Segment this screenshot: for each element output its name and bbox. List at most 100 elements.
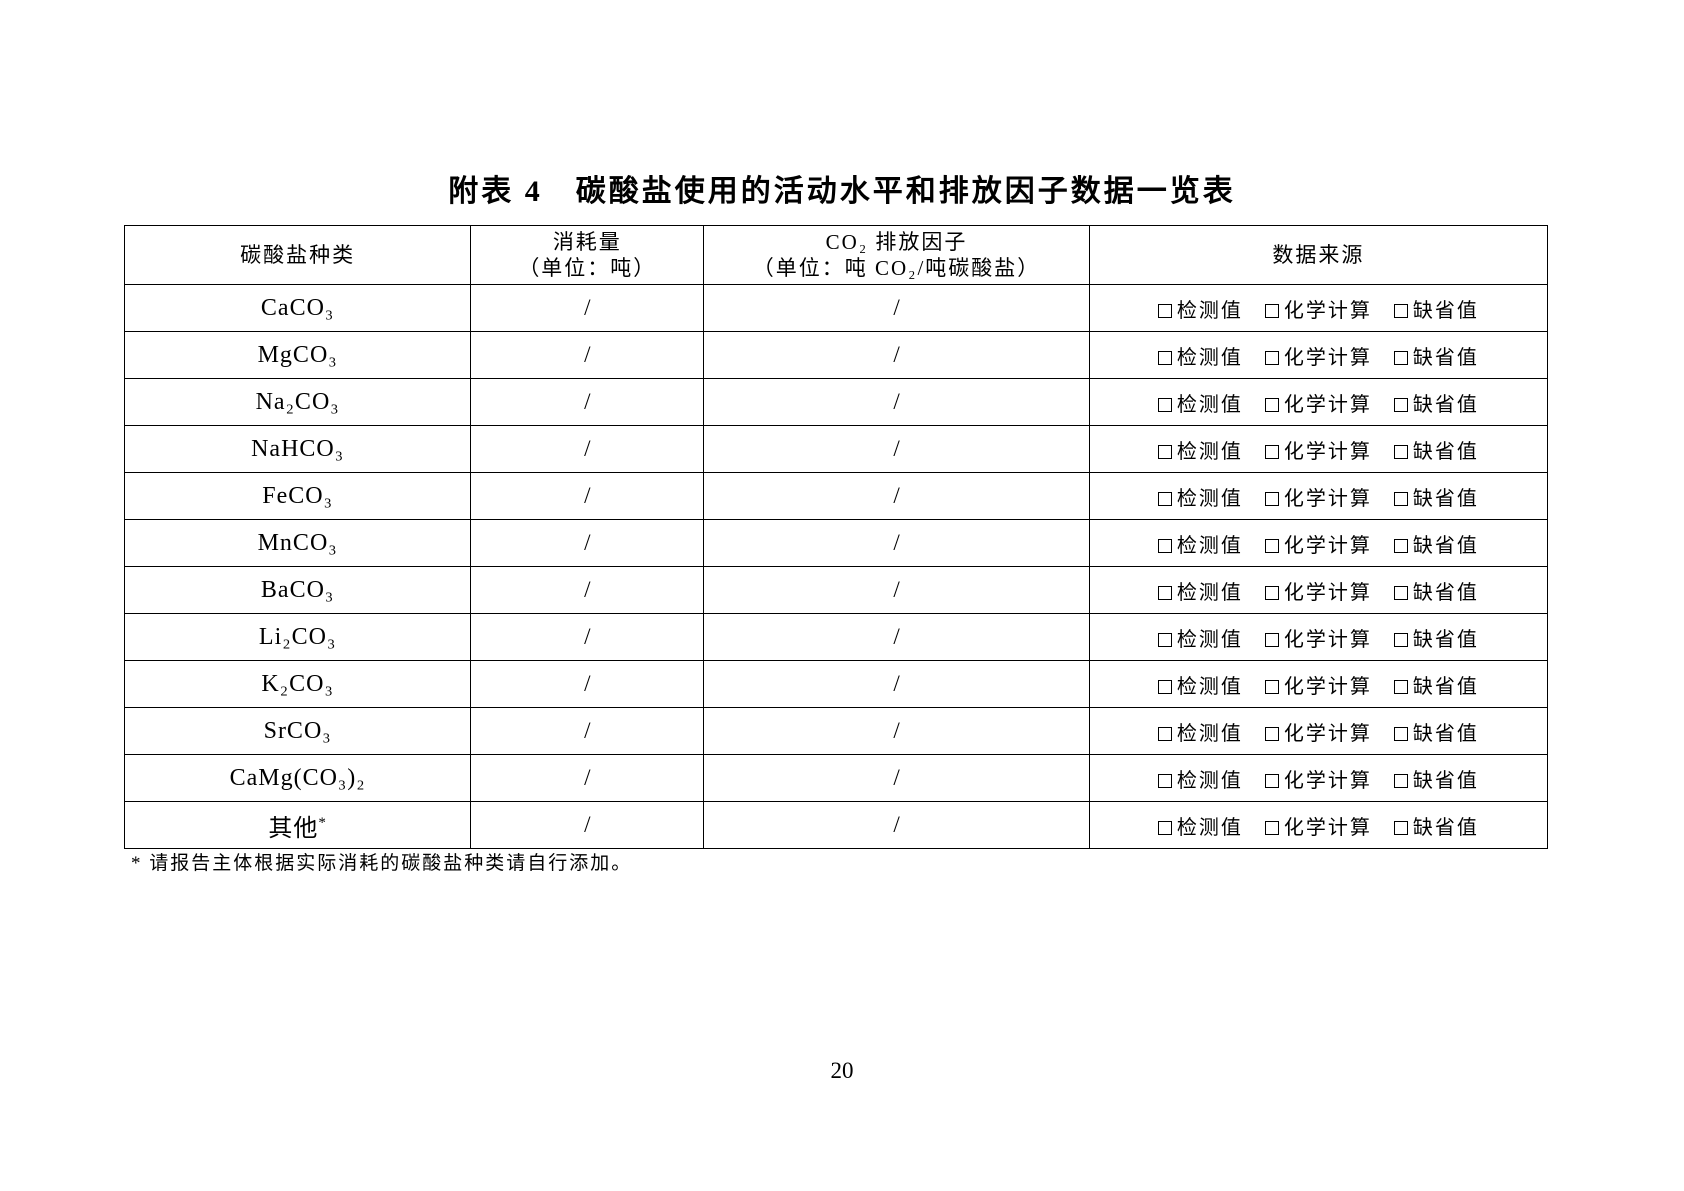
source-option-label: 化学计算 <box>1283 628 1372 651</box>
checkbox-icon <box>1393 632 1408 647</box>
source-option-measured-value: 检测值 <box>1157 670 1243 699</box>
source-option-default-value: 缺省值 <box>1393 529 1479 558</box>
source-option-label: 检测值 <box>1176 628 1243 651</box>
source-option-chemical-calculation: 化学计算 <box>1264 388 1372 417</box>
data-source-cell: 检测值 化学计算 缺省值 <box>1088 754 1549 802</box>
checkbox-icon <box>1157 726 1172 741</box>
consumption-cell: / <box>470 284 705 332</box>
source-option-measured-value: 检测值 <box>1157 388 1243 417</box>
source-option-chemical-calculation: 化学计算 <box>1264 294 1372 323</box>
source-option-measured-value: 检测值 <box>1157 764 1243 793</box>
header-consumption-label: 消耗量 <box>552 229 622 254</box>
source-option-label: 化学计算 <box>1283 487 1372 510</box>
header-emission-factor-unit: （单位：吨 CO₂/吨碳酸盐） <box>752 256 1041 280</box>
consumption-cell: / <box>470 425 705 473</box>
checkbox-icon <box>1393 820 1408 835</box>
source-option-default-value: 缺省值 <box>1393 811 1479 840</box>
emission-factor-cell: / <box>703 801 1090 849</box>
checkbox-icon <box>1264 491 1279 506</box>
source-option-label: 检测值 <box>1176 393 1243 416</box>
checkbox-icon <box>1393 679 1408 694</box>
carbonate-type-cell: K₂CO₃ <box>123 660 472 708</box>
footnote-marker: * <box>318 814 327 831</box>
source-option-measured-value: 检测值 <box>1157 623 1243 652</box>
source-option-default-value: 缺省值 <box>1393 341 1479 370</box>
table-row: 其他* / / 检测值 化学计算 缺省值 <box>123 801 1549 849</box>
checkbox-icon <box>1157 491 1172 506</box>
emission-factor-cell: / <box>703 331 1090 379</box>
consumption-cell: / <box>470 660 705 708</box>
data-source-cell: 检测值 化学计算 缺省值 <box>1088 566 1549 614</box>
source-option-label: 检测值 <box>1176 581 1243 604</box>
source-option-default-value: 缺省值 <box>1393 576 1479 605</box>
carbonate-type-cell: FeCO₃ <box>123 472 472 520</box>
consumption-cell: / <box>470 378 705 426</box>
source-option-chemical-calculation: 化学计算 <box>1264 341 1372 370</box>
data-source-cell: 检测值 化学计算 缺省值 <box>1088 519 1549 567</box>
data-source-cell: 检测值 化学计算 缺省值 <box>1088 284 1549 332</box>
emission-factor-cell: / <box>703 754 1090 802</box>
table-row: Li₂CO₃ / / 检测值 化学计算 缺省值 <box>123 613 1549 661</box>
checkbox-icon <box>1393 585 1408 600</box>
data-source-cell: 检测值 化学计算 缺省值 <box>1088 378 1549 426</box>
checkbox-icon <box>1264 350 1279 365</box>
checkbox-icon <box>1393 491 1408 506</box>
page-title: 附表 4 碳酸盐使用的活动水平和排放因子数据一览表 <box>448 175 1236 208</box>
table-row: K₂CO₃ / / 检测值 化学计算 缺省值 <box>123 660 1549 708</box>
checkbox-icon <box>1157 773 1172 788</box>
source-option-default-value: 缺省值 <box>1393 670 1479 699</box>
carbonate-type-cell: MgCO₃ <box>123 331 472 379</box>
table-row: MnCO₃ / / 检测值 化学计算 缺省值 <box>123 519 1549 567</box>
emission-factor-cell: / <box>703 284 1090 332</box>
source-option-label: 化学计算 <box>1283 581 1372 604</box>
source-option-label: 化学计算 <box>1283 346 1372 369</box>
emission-factor-cell: / <box>703 566 1090 614</box>
source-option-measured-value: 检测值 <box>1157 294 1243 323</box>
carbonate-type-cell: CaMg(CO₃)₂ <box>123 754 472 802</box>
checkbox-icon <box>1264 632 1279 647</box>
table-header: 碳酸盐种类 消耗量 （单位：吨） CO₂ 排放因子 （单位：吨 CO₂/吨碳酸盐… <box>123 225 1549 285</box>
header-row: 碳酸盐种类 消耗量 （单位：吨） CO₂ 排放因子 （单位：吨 CO₂/吨碳酸盐… <box>123 225 1549 285</box>
source-option-chemical-calculation: 化学计算 <box>1264 576 1372 605</box>
emission-factor-cell: / <box>703 378 1090 426</box>
carbonate-type-cell: Li₂CO₃ <box>123 613 472 661</box>
table-row: CaCO₃ / / 检测值 化学计算 缺省值 <box>123 284 1549 332</box>
source-option-label: 缺省值 <box>1412 816 1479 839</box>
data-source-cell: 检测值 化学计算 缺省值 <box>1088 613 1549 661</box>
checkbox-icon <box>1264 726 1279 741</box>
checkbox-icon <box>1264 820 1279 835</box>
consumption-cell: / <box>470 472 705 520</box>
source-option-measured-value: 检测值 <box>1157 482 1243 511</box>
source-option-measured-value: 检测值 <box>1157 576 1243 605</box>
table-row: MgCO₃ / / 检测值 化学计算 缺省值 <box>123 331 1549 379</box>
source-option-label: 化学计算 <box>1283 440 1372 463</box>
source-option-default-value: 缺省值 <box>1393 623 1479 652</box>
emission-factor-cell: / <box>703 472 1090 520</box>
data-source-cell: 检测值 化学计算 缺省值 <box>1088 472 1549 520</box>
carbonate-data-table: 碳酸盐种类 消耗量 （单位：吨） CO₂ 排放因子 （单位：吨 CO₂/吨碳酸盐… <box>123 225 1549 849</box>
source-option-label: 化学计算 <box>1283 816 1372 839</box>
header-emission-factor-label: CO₂ 排放因子 <box>825 229 968 254</box>
source-option-label: 缺省值 <box>1412 534 1479 557</box>
source-option-label: 化学计算 <box>1283 675 1372 698</box>
emission-factor-cell: / <box>703 425 1090 473</box>
checkbox-icon <box>1157 632 1172 647</box>
header-data-source-label: 数据来源 <box>1272 242 1365 267</box>
checkbox-icon <box>1393 303 1408 318</box>
checkbox-icon <box>1264 679 1279 694</box>
emission-factor-cell: / <box>703 519 1090 567</box>
table-row: Na₂CO₃ / / 检测值 化学计算 缺省值 <box>123 378 1549 426</box>
source-option-chemical-calculation: 化学计算 <box>1264 529 1372 558</box>
checkbox-icon <box>1157 820 1172 835</box>
data-source-cell: 检测值 化学计算 缺省值 <box>1088 707 1549 755</box>
source-option-chemical-calculation: 化学计算 <box>1264 670 1372 699</box>
carbonate-type-cell: SrCO₃ <box>123 707 472 755</box>
footnote: * 请报告主体根据实际消耗的碳酸盐种类请自行添加。 <box>131 853 633 874</box>
source-option-measured-value: 检测值 <box>1157 811 1243 840</box>
carbonate-type-cell: 其他* <box>123 801 472 849</box>
source-option-default-value: 缺省值 <box>1393 388 1479 417</box>
source-option-default-value: 缺省值 <box>1393 294 1479 323</box>
checkbox-icon <box>1264 397 1279 412</box>
source-option-chemical-calculation: 化学计算 <box>1264 717 1372 746</box>
source-option-label: 检测值 <box>1176 816 1243 839</box>
